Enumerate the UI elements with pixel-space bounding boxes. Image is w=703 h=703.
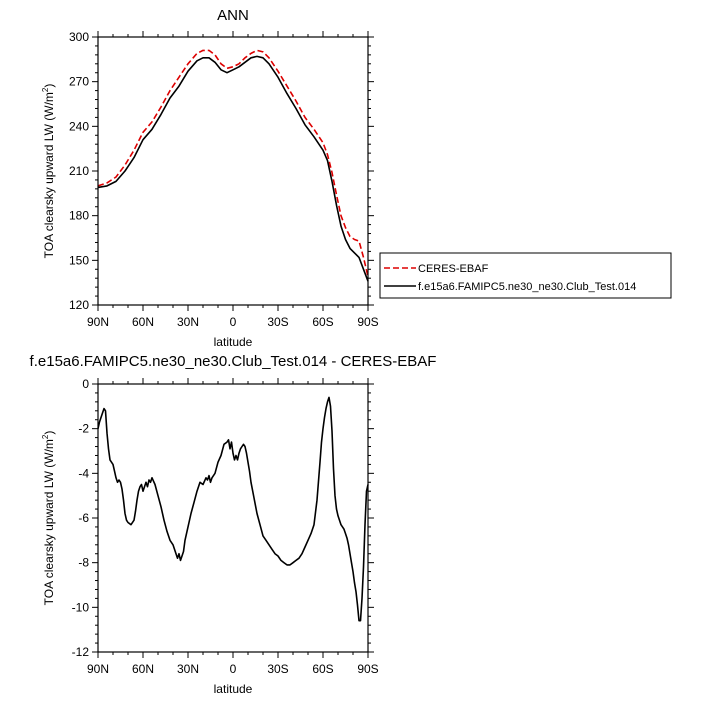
top-panel: ANN 120 150 180 210 240 270 300 90N 60N 30N 0 30S 6… <box>41 7 672 349</box>
top-x-tick-label: 0 <box>230 315 237 329</box>
bottom-x-tick-label: 0 <box>230 662 237 676</box>
top-y-tick-label: 180 <box>69 209 89 223</box>
bottom-y-tick-label: -6 <box>78 511 89 525</box>
bottom-x-tick-label: 60N <box>132 662 154 676</box>
top-x-tick-label: 90S <box>357 315 378 329</box>
top-x-tick-label: 60N <box>132 315 154 329</box>
top-x-axis-label: latitude <box>214 335 253 349</box>
bottom-y-axis-label-main: TOA clearsky upward LW (W/m <box>42 439 56 605</box>
bottom-y-tick-label: -4 <box>78 466 89 480</box>
top-x-tick-label: 30S <box>267 315 288 329</box>
top-x-tick-label: 30N <box>177 315 199 329</box>
bottom-y-tick-label: -8 <box>78 556 89 570</box>
top-x-tick-labels: 90N 60N 30N 0 30S 60S 90S <box>87 315 379 329</box>
bottom-y-tick-label: -2 <box>78 422 89 436</box>
bottom-chart-title: f.e15a6.FAMIPC5.ne30_ne30.Club_Test.014 … <box>30 353 437 370</box>
top-y-axis-label-sup: 2 <box>41 87 50 92</box>
top-x-tick-label: 60S <box>312 315 333 329</box>
bottom-y-tick-labels: -12 -10 -8 -6 -4 -2 0 <box>72 377 90 659</box>
bottom-y-axis-label-sup: 2 <box>41 434 50 439</box>
bottom-x-tick-labels: 90N 60N 30N 0 30S 60S 90S <box>87 662 379 676</box>
top-plot-frame <box>97 36 369 306</box>
top-series-line-0 <box>97 49 369 277</box>
bottom-panel: f.e15a6.FAMIPC5.ne30_ne30.Club_Test.014 … <box>30 353 437 696</box>
bottom-y-axis-label: TOA clearsky upward LW (W/m2) <box>41 431 56 606</box>
bottom-y-tick-label: -10 <box>72 600 90 614</box>
top-y-tick-label: 210 <box>69 164 89 178</box>
bottom-x-tick-label: 30S <box>267 662 288 676</box>
bottom-x-tick-label: 60S <box>312 662 333 676</box>
bottom-series-lines <box>97 396 369 622</box>
legend: CERES-EBAF f.e15a6.FAMIPC5.ne30_ne30.Clu… <box>379 252 672 299</box>
top-y-tick-label: 300 <box>69 30 89 44</box>
top-y-tick-label: 270 <box>69 75 89 89</box>
top-y-tick-label: 150 <box>69 253 89 267</box>
top-y-axis-label: TOA clearsky upward LW (W/m2) <box>41 84 56 259</box>
bottom-x-axis-label: latitude <box>214 682 253 696</box>
bottom-x-tick-label: 30N <box>177 662 199 676</box>
bottom-y-tick-label: -12 <box>72 645 90 659</box>
top-y-tick-label: 120 <box>69 298 89 312</box>
top-x-tick-label: 90N <box>87 315 109 329</box>
top-chart-title: ANN <box>217 7 249 24</box>
bottom-x-tick-label: 90S <box>357 662 378 676</box>
bottom-series-line-0 <box>97 396 369 622</box>
bottom-x-tick-label: 90N <box>87 662 109 676</box>
top-series-lines <box>97 49 369 282</box>
legend-box <box>379 252 672 299</box>
top-y-tick-label: 240 <box>69 119 89 133</box>
legend-label-ceres: CERES-EBAF <box>418 263 489 275</box>
top-series-line-1 <box>97 55 369 282</box>
top-y-axis-label-main: TOA clearsky upward LW (W/m <box>42 92 56 258</box>
top-y-axis-label-end: ) <box>42 84 56 88</box>
legend-label-model: f.e15a6.FAMIPC5.ne30_ne30.Club_Test.014 <box>418 281 636 293</box>
top-y-tick-labels: 120 150 180 210 240 270 300 <box>69 30 89 312</box>
bottom-y-tick-label: 0 <box>82 377 89 391</box>
bottom-y-axis-label-end: ) <box>42 431 56 435</box>
bottom-plot-frame <box>97 383 369 653</box>
